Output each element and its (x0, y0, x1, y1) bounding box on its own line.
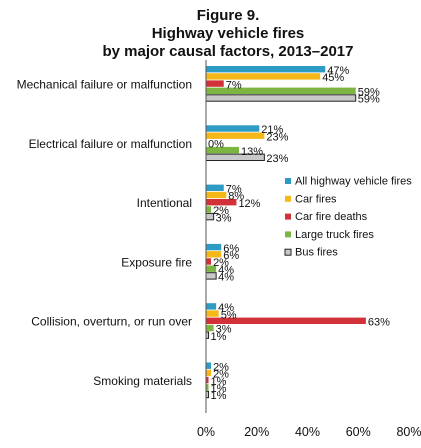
x-tick-label-2: 40% (295, 425, 320, 439)
bar-car-fire-deaths-mechanical-failure-or-malfunction (206, 80, 224, 87)
bar-car-fires-intentional (206, 191, 227, 199)
bar-all-highway-vehicle-fires-mechanical-failure-or-malfunction (206, 66, 326, 73)
bar-car-fires-mechanical-failure-or-malfunction (206, 73, 321, 80)
category-label-electrical-failure-or-malfunction: Electrical failure or malfunction (29, 137, 192, 151)
category-labels-group: Mechanical failure or malfunction Electri… (17, 78, 193, 389)
x-tick-label-0: 0% (197, 425, 215, 439)
data-label-large-truck-fires-electrical-failure-or-malfunction: 13% (241, 146, 263, 158)
bar-car-fires-collision-overturn-or-run-over (206, 310, 219, 317)
legend-swatch-bus-fires (284, 248, 292, 256)
category-label-intentional: Intentional (137, 196, 192, 210)
legend-label-bus-fires: Bus fires (295, 247, 338, 259)
x-tick-label-1: 20% (244, 425, 269, 439)
bar-all-highway-vehicle-fires-electrical-failure-or-malfunction (206, 125, 260, 132)
data-label-all-highway-vehicle-fires-collision-overturn-or-run-over: 4% (218, 302, 234, 314)
bar-bus-fires-mechanical-failure-or-malfunction (205, 94, 357, 102)
bar-car-fires-smoking-materials (206, 369, 212, 377)
chart-title-line-1: Figure 9. (197, 7, 260, 24)
data-label-all-highway-vehicle-fires-smoking-materials: 2% (213, 361, 229, 373)
data-label-car-fires-collision-overturn-or-run-over: 5% (221, 309, 237, 321)
data-label-bus-fires-intentional: 3% (216, 212, 232, 224)
bar-bus-fires-exposure-fire (205, 272, 217, 280)
bar-large-truck-fires-collision-overturn-or-run-over (206, 324, 214, 332)
data-label-car-fire-deaths-collision-overturn-or-run-over: 63% (368, 317, 390, 329)
legend-label-all-highway-vehicle-fires: All highway vehicle fires (295, 176, 412, 188)
bar-car-fire-deaths-collision-overturn-or-run-over (206, 317, 366, 324)
data-label-all-highway-vehicle-fires-electrical-failure-or-malfunction: 21% (261, 124, 283, 136)
bar-all-highway-vehicle-fires-smoking-materials (206, 362, 212, 369)
data-label-car-fire-deaths-electrical-failure-or-malfunction: 0% (208, 139, 224, 151)
chart-title-line-2: Highway vehicle fires (152, 25, 305, 42)
bar-car-fire-deaths-smoking-materials (206, 376, 209, 384)
data-label-all-highway-vehicle-fires-mechanical-failure-or-malfunction: 47% (327, 65, 349, 77)
bars-group (205, 66, 366, 399)
data-label-large-truck-fires-collision-overturn-or-run-over: 3% (216, 324, 232, 336)
data-label-car-fires-mechanical-failure-or-malfunction: 45% (322, 72, 344, 84)
legend-swatch-all-highway-vehicle-fires (285, 178, 291, 184)
data-label-all-highway-vehicle-fires-exposure-fire: 6% (223, 243, 239, 255)
legend-swatch-car-fire-deaths (285, 213, 291, 220)
data-label-all-highway-vehicle-fires-intentional: 7% (226, 184, 242, 196)
legend: All highway vehicle fires Car fires Car fi… (284, 176, 412, 259)
bar-car-fire-deaths-exposure-fire (206, 258, 212, 265)
legend-label-large-truck-fires: Large truck fires (295, 229, 374, 241)
bar-large-truck-fires-intentional (206, 206, 212, 213)
data-label-car-fire-deaths-mechanical-failure-or-malfunction: 7% (226, 79, 242, 91)
data-label-car-fires-intentional: 8% (228, 191, 244, 203)
data-label-bus-fires-exposure-fire: 4% (218, 272, 234, 284)
legend-label-car-fire-deaths: Car fire deaths (295, 211, 368, 223)
x-tick-label-4: 80% (396, 425, 421, 439)
category-label-exposure-fire: Exposure fire (121, 255, 192, 269)
data-label-bus-fires-collision-overturn-or-run-over: 1% (211, 331, 227, 343)
legend-label-car-fires: Car fires (295, 193, 337, 205)
bar-large-truck-fires-exposure-fire (206, 265, 217, 272)
data-label-large-truck-fires-smoking-materials: 1% (211, 383, 227, 395)
data-labels-group: 47%45%7%59%59%21%23%0%13%23%7%8%12%2%3%6… (208, 65, 390, 402)
data-label-car-fires-electrical-failure-or-malfunction: 23% (266, 131, 288, 143)
data-label-car-fires-exposure-fire: 6% (223, 250, 239, 262)
data-label-large-truck-fires-intentional: 2% (213, 205, 229, 217)
bar-car-fire-deaths-intentional (206, 199, 237, 206)
bar-all-highway-vehicle-fires-intentional (206, 184, 224, 191)
category-label-mechanical-failure-or-malfunction: Mechanical failure or malfunction (17, 78, 192, 92)
data-label-bus-fires-electrical-failure-or-malfunction: 23% (266, 153, 288, 165)
legend-swatch-large-truck-fires (285, 231, 291, 238)
bar-large-truck-fires-smoking-materials (206, 384, 209, 391)
bar-large-truck-fires-mechanical-failure-or-malfunction (206, 87, 356, 94)
data-label-car-fire-deaths-exposure-fire: 2% (213, 257, 229, 269)
category-label-collision-overturn-or-run-over: Collision, overturn, or run over (31, 315, 192, 329)
bar-large-truck-fires-electrical-failure-or-malfunction (206, 146, 239, 154)
bar-car-fires-exposure-fire (206, 251, 222, 258)
data-label-large-truck-fires-mechanical-failure-or-malfunction: 59% (358, 87, 380, 99)
data-label-car-fire-deaths-smoking-materials: 1% (211, 376, 227, 388)
data-label-bus-fires-smoking-materials: 1% (211, 390, 227, 402)
data-label-car-fires-smoking-materials: 2% (213, 369, 229, 381)
bar-all-highway-vehicle-fires-collision-overturn-or-run-over (206, 303, 217, 310)
legend-swatch-car-fires (285, 195, 291, 202)
x-axis: 0% 20% 40% 60% 80% (197, 60, 421, 439)
bar-car-fires-electrical-failure-or-malfunction (206, 132, 265, 139)
data-label-bus-fires-mechanical-failure-or-malfunction: 59% (358, 94, 380, 106)
chart-title-line-3: by major causal factors, 2013–2017 (103, 43, 354, 60)
data-label-large-truck-fires-exposure-fire: 4% (218, 264, 234, 276)
bar-all-highway-vehicle-fires-exposure-fire (206, 243, 222, 251)
category-label-smoking-materials: Smoking materials (93, 374, 192, 388)
data-label-car-fire-deaths-intentional: 12% (238, 198, 260, 210)
x-tick-label-3: 60% (346, 425, 371, 439)
